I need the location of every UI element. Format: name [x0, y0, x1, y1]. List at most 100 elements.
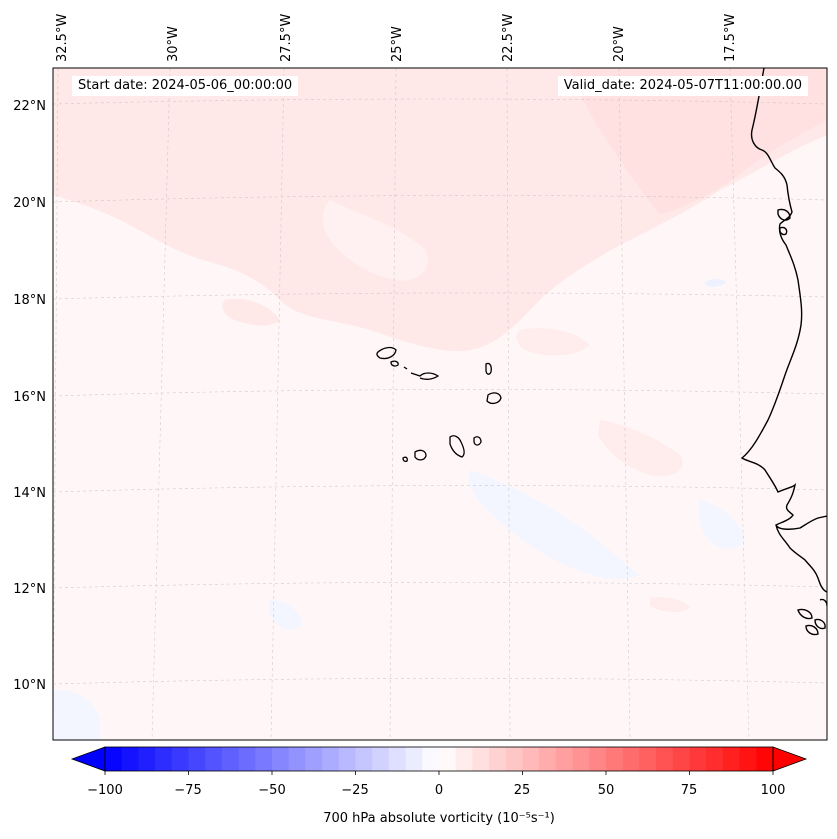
negative-vorticity-region	[53, 689, 100, 740]
colorbar-tick-label: −25	[341, 783, 368, 798]
africa-coastline	[740, 68, 827, 593]
island-boa-vista	[486, 392, 502, 405]
lon-label: 20°W	[612, 26, 627, 62]
colorbar-bin	[672, 747, 691, 771]
island-santa-luzia	[403, 366, 408, 370]
colorbar-bin	[622, 747, 640, 771]
negative-vorticity-region	[697, 500, 745, 550]
vorticity-contours	[53, 68, 827, 740]
colorbar	[70, 746, 808, 775]
colorbar-bin	[272, 747, 290, 771]
island-sao-vicente	[390, 360, 399, 367]
meridian-line	[270, 68, 285, 740]
colorbar-bin	[422, 747, 440, 771]
positive-vorticity-region	[322, 200, 429, 281]
colorbar-label: 700 hPa absolute vorticity (10⁻⁵s⁻¹)	[323, 811, 555, 826]
colorbar-bin	[706, 747, 724, 771]
negative-vorticity-region	[705, 279, 726, 287]
island-santo-antao	[376, 346, 397, 360]
colorbar-bin	[539, 747, 557, 771]
graticule	[53, 68, 827, 740]
colorbar-extend-low	[70, 746, 106, 772]
island-sal	[485, 362, 492, 375]
lon-label: 30°W	[166, 26, 181, 62]
parallel-line	[53, 581, 827, 589]
colorbar-tick-label: 0	[435, 783, 443, 798]
colorbar-bin	[205, 747, 223, 771]
colorbar-bin	[322, 747, 340, 771]
lat-label: 16°N	[13, 390, 46, 405]
colorbar-bin	[138, 747, 156, 771]
lon-label: 17.5°W	[723, 14, 738, 62]
island-santiago	[449, 435, 465, 458]
colorbar-tick-label: −50	[258, 783, 285, 798]
positive-vorticity-region	[222, 298, 280, 326]
positive-vorticity-region	[650, 597, 690, 613]
colorbar-tick-label: 75	[681, 783, 698, 798]
start-date-label: Start date: 2024-05-06_00:00:00	[72, 76, 299, 96]
island-fogo	[414, 449, 427, 461]
meridian-line	[53, 68, 59, 740]
colorbar-bin	[522, 747, 540, 771]
colorbar-bin	[238, 747, 256, 771]
africa-coastline	[814, 618, 826, 630]
colorbar-bin	[756, 747, 774, 771]
lon-label: 22.5°W	[501, 14, 516, 62]
colorbar-bin	[572, 747, 590, 771]
positive-vorticity-region	[598, 420, 683, 477]
lon-label: 25°W	[390, 26, 405, 62]
negative-vorticity-region	[270, 599, 302, 630]
lon-label: 32.5°W	[55, 14, 70, 62]
lat-label: 10°N	[13, 678, 46, 693]
africa-coastline	[797, 608, 813, 620]
colorbar-bin	[355, 747, 373, 771]
colorbar-bin	[155, 747, 173, 771]
colorbar-bin	[338, 747, 357, 771]
colorbar-tick-label: 25	[514, 783, 531, 798]
parallel-line	[53, 292, 827, 300]
colorbar-ticks: −100 −75 −50 −25 0 25 50 75 100	[87, 783, 785, 798]
colorbar-tick-label: −100	[87, 783, 123, 798]
meridian-line	[389, 68, 397, 740]
parallel-line	[53, 389, 827, 397]
colorbar-bin	[121, 747, 139, 771]
lon-label: 27.5°W	[279, 14, 294, 62]
africa-coastline	[779, 226, 788, 236]
colorbar-bin	[689, 747, 707, 771]
island-brava	[402, 456, 408, 463]
colorbar-bin	[505, 747, 524, 771]
africa-coastline	[805, 624, 819, 636]
lat-label: 20°N	[13, 196, 46, 211]
map-frame	[52, 67, 828, 741]
valid-date-label: Valid_date: 2024-05-07T11:00:00.00	[557, 76, 808, 96]
positive-vorticity-region	[516, 328, 590, 356]
positive-vorticity-region	[570, 68, 827, 215]
lat-label: 14°N	[13, 486, 46, 501]
meridian-line	[151, 68, 171, 740]
lat-label: 18°N	[13, 293, 46, 308]
colorbar-bin	[188, 747, 206, 771]
colorbar-bin	[288, 747, 306, 771]
colorbar-bin	[388, 747, 407, 771]
coastline	[740, 68, 827, 636]
colorbar-bin	[589, 747, 607, 771]
colorbar-bin	[171, 747, 190, 771]
colorbar-bin	[255, 747, 273, 771]
meridian-line	[729, 68, 750, 740]
africa-coastline	[777, 208, 791, 221]
island-sao-nicolau	[410, 372, 440, 380]
colorbar-bin	[656, 747, 674, 771]
parallel-line	[53, 195, 827, 203]
colorbar-bin	[305, 747, 323, 771]
negative-vorticity-region	[468, 470, 640, 580]
colorbar-bin	[606, 747, 624, 771]
colorbar-bin	[372, 747, 390, 771]
colorbar-bin	[722, 747, 741, 771]
colorbar-bin	[455, 747, 473, 771]
colorbar-bin	[439, 747, 457, 771]
colorbar-bin	[489, 747, 507, 771]
lat-label: 12°N	[13, 582, 46, 597]
colorbar-bin	[221, 747, 240, 771]
parallel-line	[53, 485, 827, 493]
colorbar-bin	[639, 747, 657, 771]
